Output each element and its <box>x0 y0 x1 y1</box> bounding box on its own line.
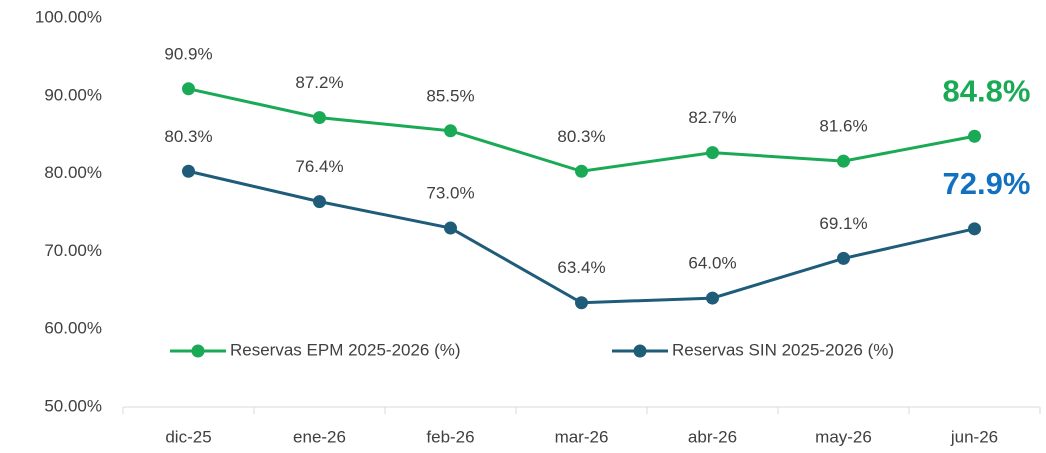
data-point <box>837 154 850 168</box>
data-point <box>313 195 326 209</box>
data-point <box>313 111 326 125</box>
legend-label: Reservas SIN 2025-2026 (%) <box>672 340 894 359</box>
y-tick-label: 90.00% <box>44 85 102 104</box>
data-label: 73.0% <box>426 184 474 203</box>
x-tick-label: mar-26 <box>555 427 609 446</box>
data-label: 85.5% <box>426 86 474 105</box>
y-tick-label: 70.00% <box>44 241 102 260</box>
x-tick-label: jun-26 <box>950 427 998 446</box>
data-label: 81.6% <box>819 117 867 136</box>
x-tick-label: abr-26 <box>688 427 737 446</box>
data-point <box>706 291 719 305</box>
y-tick-label: 80.00% <box>44 163 102 182</box>
y-tick-label: 60.00% <box>44 319 102 338</box>
data-point <box>182 82 195 96</box>
data-label: 80.3% <box>164 127 212 146</box>
x-tick-label: ene-26 <box>293 427 346 446</box>
data-point <box>575 164 588 178</box>
data-label: 72.9% <box>943 166 1031 201</box>
legend-marker <box>191 344 205 358</box>
data-point <box>968 129 981 143</box>
data-label: 80.3% <box>557 127 605 146</box>
data-label: 90.9% <box>164 44 212 63</box>
legend-label: Reservas EPM 2025-2026 (%) <box>230 340 461 359</box>
data-point <box>444 221 457 235</box>
y-tick-label: 50.00% <box>44 396 102 415</box>
data-point <box>182 164 195 178</box>
data-point <box>837 251 850 265</box>
data-label: 84.8% <box>943 73 1031 108</box>
data-point <box>444 124 457 138</box>
data-label: 82.7% <box>688 108 736 127</box>
x-tick-label: dic-25 <box>165 427 211 446</box>
x-tick-label: feb-26 <box>426 427 474 446</box>
series-line <box>188 169 975 305</box>
x-tick-label: may-26 <box>815 427 872 446</box>
data-label: 87.2% <box>295 73 343 92</box>
data-label: 76.4% <box>295 157 343 176</box>
legend-marker <box>633 344 647 358</box>
y-tick-label: 100.00% <box>35 7 102 26</box>
data-label: 64.0% <box>688 254 736 273</box>
data-label: 63.4% <box>557 258 605 277</box>
data-point <box>706 146 719 160</box>
data-point <box>575 296 588 310</box>
data-point <box>968 222 981 236</box>
data-label: 69.1% <box>819 214 867 233</box>
